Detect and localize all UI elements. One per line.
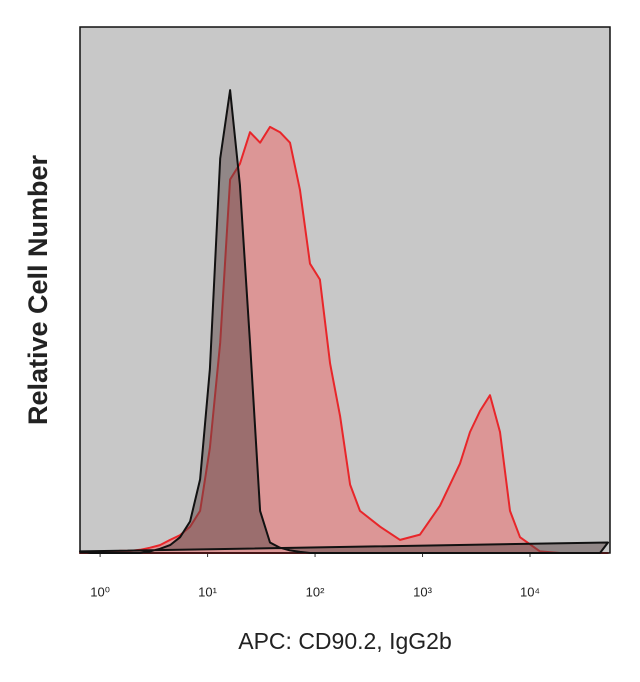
x-tick-label: 10⁰ [90, 584, 110, 599]
x-tick-label: 10² [306, 584, 325, 599]
x-tick-label: 10¹ [198, 584, 217, 599]
x-tick-label: 10⁴ [520, 584, 540, 599]
y-axis-label: Relative Cell Number [23, 154, 53, 425]
x-tick-label: 10³ [413, 584, 432, 599]
plot-frame [79, 26, 611, 554]
x-axis-label: APC: CD90.2, IgG2b [238, 628, 452, 654]
